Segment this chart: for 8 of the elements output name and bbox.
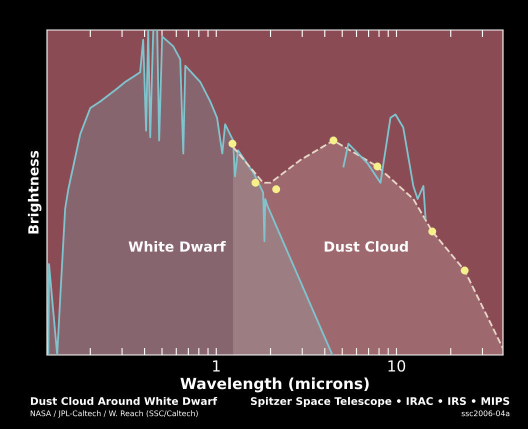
x-tick-label: 1	[213, 360, 220, 372]
annotation: White Dwarf	[128, 241, 226, 252]
text: Spitzer Space Telescope • IRAC • IRS • MIPS	[250, 396, 510, 408]
x-tick-label: 10	[388, 360, 406, 372]
x-axis-title: Wavelength (microns)	[180, 377, 369, 392]
text: Dust Cloud Around White Dwarf	[30, 396, 218, 406]
annotation: Dust Cloud	[324, 241, 408, 252]
y-axis-title: Brightness	[28, 150, 42, 234]
